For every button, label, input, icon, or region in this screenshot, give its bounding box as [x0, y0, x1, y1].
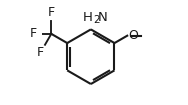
Text: O: O — [129, 29, 139, 42]
Text: H: H — [83, 11, 93, 24]
Text: F: F — [30, 27, 37, 40]
Text: 2: 2 — [93, 15, 100, 25]
Text: F: F — [48, 6, 55, 19]
Text: N: N — [98, 11, 107, 24]
Text: F: F — [37, 46, 44, 59]
